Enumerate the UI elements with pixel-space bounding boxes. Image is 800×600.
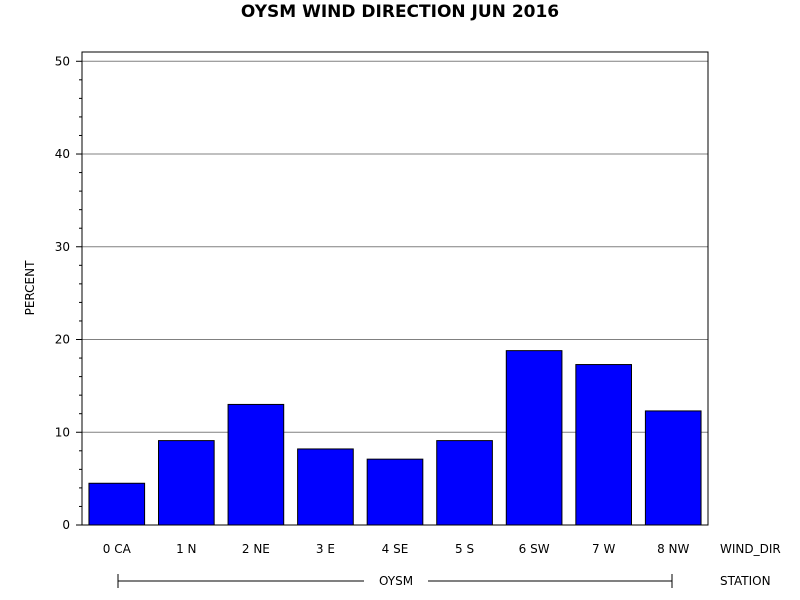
x-axis-labels: 0 CA 1 N 2 NE 3 E 4 SE 5 S 6 SW 7 W 8 NW bbox=[103, 542, 690, 556]
y-tick-label: 0 bbox=[62, 518, 70, 532]
y-axis-ticks: 0 10 20 30 40 50 bbox=[55, 54, 82, 532]
y-tick-label: 40 bbox=[55, 147, 70, 161]
x-tick-label: 4 SE bbox=[382, 542, 409, 556]
bar bbox=[227, 403, 285, 526]
y-axis-label: PERCENT bbox=[23, 260, 37, 315]
x-tick-label: 5 S bbox=[455, 542, 474, 556]
group-label: OYSM bbox=[379, 574, 413, 588]
bar bbox=[158, 440, 215, 526]
y-tick-label: 50 bbox=[55, 54, 70, 68]
x-tick-label: 7 W bbox=[592, 542, 615, 556]
bar bbox=[297, 448, 354, 526]
bar bbox=[505, 350, 563, 526]
bar bbox=[366, 458, 424, 526]
group-axis-label: STATION bbox=[720, 574, 771, 588]
x-axis-label: WIND_DIR bbox=[720, 542, 781, 556]
y-tick-label: 30 bbox=[55, 240, 70, 254]
x-tick-label: 1 N bbox=[176, 542, 196, 556]
y-tick-label: 10 bbox=[55, 425, 70, 439]
bar bbox=[88, 482, 146, 526]
y-tick-label: 20 bbox=[55, 333, 70, 347]
x-tick-label: 6 SW bbox=[519, 542, 550, 556]
x-tick-label: 8 NW bbox=[657, 542, 689, 556]
bar bbox=[436, 440, 493, 526]
plot-frame bbox=[81, 51, 709, 526]
bar bbox=[644, 410, 702, 526]
x-tick-label: 0 CA bbox=[103, 542, 132, 556]
x-tick-label: 2 NE bbox=[242, 542, 270, 556]
x-tick-label: 3 E bbox=[316, 542, 335, 556]
bars bbox=[88, 350, 702, 526]
chart-title: OYSM WIND DIRECTION JUN 2016 bbox=[241, 2, 559, 22]
bar bbox=[575, 364, 632, 526]
